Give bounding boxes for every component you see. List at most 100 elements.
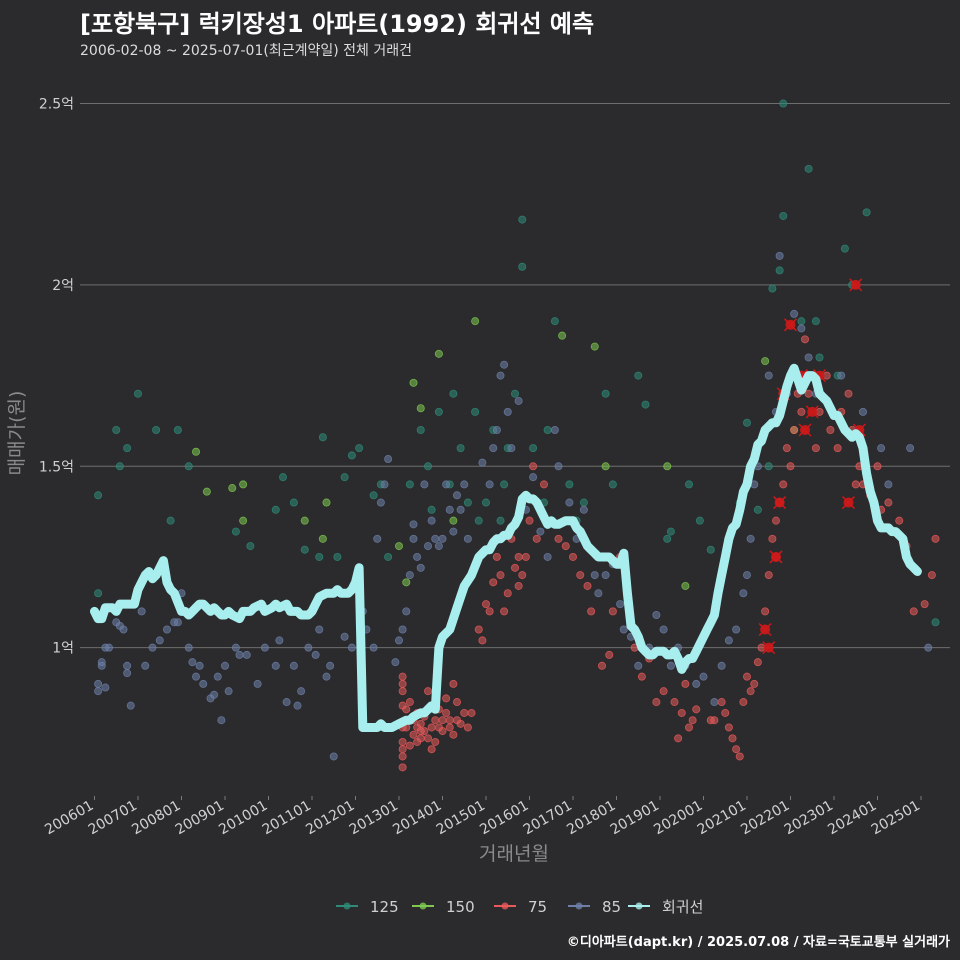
data-point-125 xyxy=(423,462,432,471)
legend-swatch-dot xyxy=(343,902,351,910)
data-point-125 xyxy=(347,451,356,460)
data-point-85 xyxy=(699,672,708,681)
data-point-85 xyxy=(242,650,251,659)
data-point-75 xyxy=(529,462,538,471)
data-point-85 xyxy=(162,625,171,634)
data-point-85 xyxy=(373,534,382,543)
data-point-75 xyxy=(416,719,425,728)
data-point-75 xyxy=(445,723,454,732)
data-point-85 xyxy=(594,589,603,598)
data-point-150 xyxy=(239,480,248,489)
data-point-150 xyxy=(300,516,309,525)
data-point-75 xyxy=(431,716,440,725)
x-tick-label: 201201 xyxy=(303,798,357,839)
data-point-75 xyxy=(427,723,436,732)
x-tick-label: 201301 xyxy=(347,798,401,839)
data-point-75 xyxy=(489,578,498,587)
data-point-125 xyxy=(112,425,121,434)
data-point-85 xyxy=(94,687,103,696)
data-point-75 xyxy=(920,600,929,609)
data-point-125 xyxy=(510,389,519,398)
data-point-85 xyxy=(423,542,432,551)
data-point-85 xyxy=(692,679,701,688)
data-point-75 xyxy=(728,734,737,743)
data-point-75 xyxy=(398,687,407,696)
data-point-150 xyxy=(228,484,237,493)
grid-layer xyxy=(80,103,950,649)
data-point-125 xyxy=(775,266,784,275)
data-point-85 xyxy=(739,589,748,598)
data-point-75 xyxy=(743,672,752,681)
data-point-85 xyxy=(315,625,324,634)
data-point-125 xyxy=(815,353,824,362)
data-point-75 xyxy=(772,516,781,525)
highlight-cross xyxy=(805,405,819,419)
data-point-85 xyxy=(94,679,103,688)
data-point-75 xyxy=(467,708,476,717)
data-point-75 xyxy=(583,581,592,590)
x-tick-label: 200901 xyxy=(173,798,227,839)
data-point-75 xyxy=(420,727,429,736)
data-point-85 xyxy=(743,571,752,580)
data-point-85 xyxy=(500,360,509,369)
data-point-75 xyxy=(790,425,799,434)
data-point-75 xyxy=(485,607,494,616)
data-point-75 xyxy=(405,698,414,707)
data-point-85 xyxy=(427,516,436,525)
data-point-85 xyxy=(420,480,429,489)
data-point-125 xyxy=(94,589,103,598)
data-point-75 xyxy=(732,745,741,754)
data-point-125 xyxy=(289,498,298,507)
data-point-85 xyxy=(199,679,208,688)
highlight-cross xyxy=(758,622,772,637)
data-point-150 xyxy=(558,331,567,340)
data-point-85 xyxy=(790,309,799,318)
data-point-85 xyxy=(616,600,625,609)
data-point-85 xyxy=(369,643,378,652)
data-point-125 xyxy=(405,480,414,489)
data-point-85 xyxy=(297,687,306,696)
data-point-75 xyxy=(521,552,530,561)
x-tick-label: 201001 xyxy=(216,798,270,839)
data-point-75 xyxy=(598,661,607,670)
data-point-75 xyxy=(927,571,936,580)
data-point-85 xyxy=(746,534,755,543)
data-point-125 xyxy=(315,552,324,561)
data-point-125 xyxy=(278,473,287,482)
data-point-85 xyxy=(311,650,320,659)
data-point-85 xyxy=(260,643,269,652)
data-point-85 xyxy=(101,683,110,692)
data-point-125 xyxy=(463,498,472,507)
x-tick-label: 201501 xyxy=(434,798,488,839)
data-point-85 xyxy=(543,552,552,561)
data-point-75 xyxy=(442,694,451,703)
data-point-75 xyxy=(761,607,770,616)
data-point-150 xyxy=(402,578,411,587)
data-point-125 xyxy=(231,527,240,536)
data-point-75 xyxy=(409,730,418,739)
data-point-75 xyxy=(587,607,596,616)
data-point-125 xyxy=(779,211,788,220)
data-point-75 xyxy=(764,571,773,580)
data-point-85 xyxy=(489,444,498,453)
data-point-85 xyxy=(217,716,226,725)
data-point-75 xyxy=(768,534,777,543)
data-point-85 xyxy=(224,687,233,696)
data-point-75 xyxy=(514,552,523,561)
data-point-125 xyxy=(685,480,694,489)
data-point-85 xyxy=(119,625,128,634)
data-point-75 xyxy=(449,679,458,688)
x-tick-label: 200601 xyxy=(42,798,96,839)
data-point-75 xyxy=(735,752,744,761)
data-point-85 xyxy=(554,462,563,471)
data-point-75 xyxy=(481,600,490,609)
data-point-85 xyxy=(97,661,106,670)
chart-subtitle: 2006-02-08 ~ 2025-07-01(최근계약일) 전체 거래건 xyxy=(80,43,412,59)
data-point-85 xyxy=(724,636,733,645)
highlight-cross xyxy=(769,550,783,564)
y-axis-title: 매매가(원) xyxy=(6,391,28,476)
data-point-125 xyxy=(666,527,675,536)
data-point-75 xyxy=(496,571,505,580)
data-point-85 xyxy=(496,371,505,380)
data-point-125 xyxy=(634,371,643,380)
